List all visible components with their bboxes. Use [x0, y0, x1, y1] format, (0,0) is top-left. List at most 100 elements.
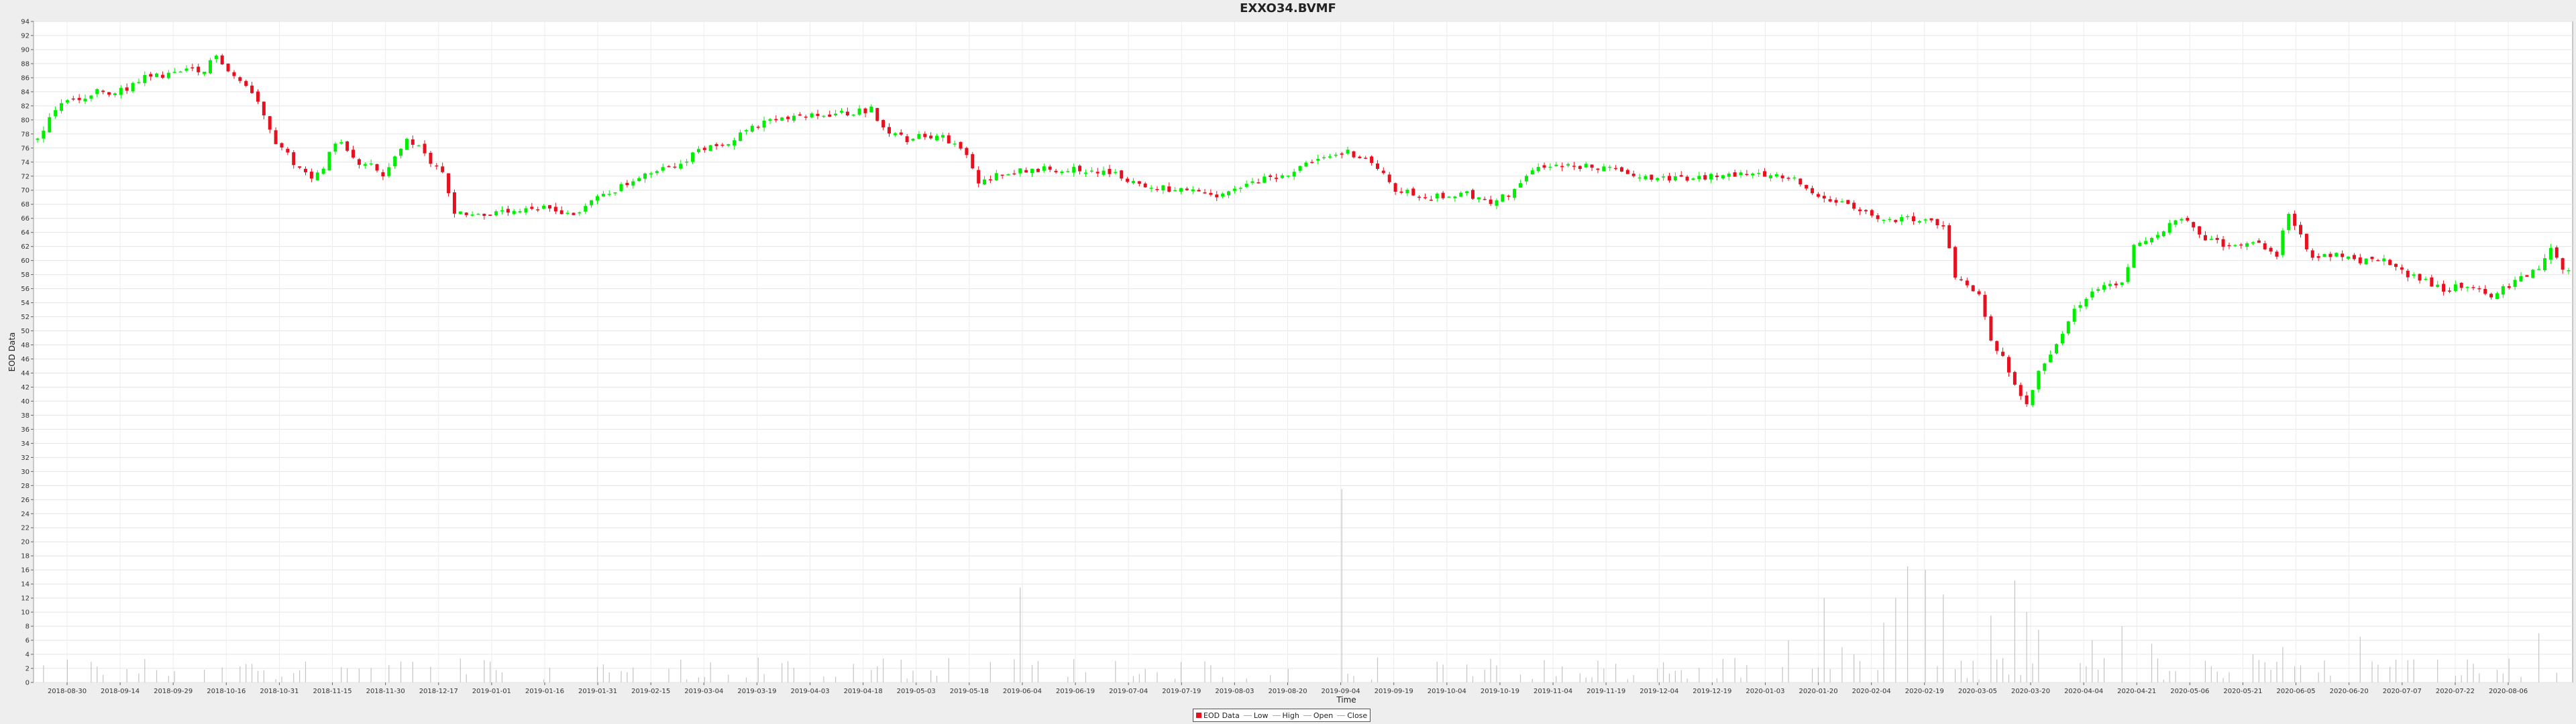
candle-body-down [381, 172, 385, 177]
candle-body-down [553, 206, 557, 212]
x-tick-label: 2020-04-21 [2117, 688, 2156, 695]
candle-body-up [1173, 190, 1177, 192]
candle-body-down [1667, 176, 1671, 181]
candle-body-down [863, 108, 867, 113]
candle-body-up [1888, 219, 1892, 221]
candle-body-up [1566, 164, 1570, 166]
y-tick-label: 78 [21, 131, 30, 138]
candle-body-down [2328, 253, 2332, 257]
candle-body-down [375, 164, 379, 171]
candle-body-up [2072, 308, 2076, 322]
candle-body-down [1805, 184, 1809, 189]
candle-body-up [1131, 180, 1135, 184]
candle-body-up [1102, 170, 1106, 175]
legend-item-low: Low [1243, 711, 1269, 720]
candle-body-down [1596, 168, 1600, 170]
candle-body-up [2424, 278, 2428, 280]
candle-body-up [2055, 344, 2059, 354]
x-tick-label: 2019-03-19 [737, 688, 776, 695]
x-tick-label: 2018-11-15 [313, 688, 352, 695]
candle-body-down [1340, 153, 1344, 155]
legend-label-close: Close [1347, 711, 1368, 720]
candle-body-up [405, 138, 409, 150]
candle-body-down [429, 152, 433, 164]
candle-body-up [595, 196, 599, 200]
candle-body-up [131, 82, 135, 92]
candle-body-up [578, 212, 582, 214]
candle-body-up [2049, 354, 2053, 363]
candle-body-up [1656, 178, 1660, 180]
candle-body-up [917, 133, 921, 139]
candle-body-down [947, 135, 951, 143]
candle-body-down [1411, 188, 1415, 196]
candle-body-down [1542, 165, 1546, 168]
candle-body-down [1799, 178, 1803, 185]
y-tick-label: 94 [21, 19, 30, 26]
candle-body-up [739, 132, 743, 141]
candle-body-down [965, 147, 969, 156]
candle-body-down [881, 120, 885, 128]
candle-body-down [1143, 183, 1147, 188]
y-tick-label: 62 [21, 243, 30, 251]
candle-body-down [1399, 191, 1403, 193]
candle-body-up [542, 205, 546, 209]
x-tick-label: 2020-05-06 [2170, 688, 2209, 695]
candle-body-up [1727, 173, 1731, 177]
candle-body-down [1155, 188, 1159, 190]
candle-body-up [2347, 256, 2351, 259]
candle-body-up [60, 103, 64, 111]
candle-body-down [2442, 284, 2446, 292]
candle-body-up [810, 113, 814, 117]
candle-body-up [1018, 168, 1022, 174]
candle-body-down [1560, 166, 1564, 168]
candle-body-down [2561, 258, 2565, 270]
candle-body-up [2090, 291, 2094, 298]
candle-body-down [2352, 255, 2356, 259]
x-tick-label: 2019-02-15 [631, 688, 670, 695]
candle-body-up [607, 194, 611, 195]
candle-body-down [929, 135, 933, 139]
x-tick-label: 2019-11-04 [1534, 688, 1572, 695]
candle-body-down [2304, 233, 2308, 249]
legend-item-close: Close [1337, 711, 1367, 720]
y-tick-label: 80 [21, 117, 30, 124]
candle-body-down [2019, 385, 2023, 396]
candle-body-up [2161, 231, 2165, 237]
x-tick-label: 2019-03-04 [684, 688, 723, 695]
candle-body-down [292, 152, 296, 166]
candle-body-up [1072, 166, 1076, 173]
candle-body-up [2537, 269, 2541, 270]
candle-body-up [1227, 191, 1231, 196]
y-tick-label: 12 [21, 595, 30, 603]
candle-body-down [2507, 286, 2511, 288]
candle-body-up [2155, 235, 2159, 238]
candle-body-up [95, 89, 99, 95]
candle-body-down [71, 98, 75, 100]
candle-body-up [601, 194, 605, 196]
candle-body-down [1417, 196, 1421, 198]
candle-body-up [2531, 269, 2535, 278]
y-tick-label: 52 [21, 314, 30, 321]
candle-body-up [2060, 333, 2064, 344]
candle-body-up [89, 95, 93, 99]
candle-body-down [1381, 170, 1385, 174]
x-axis: 2018-08-30 2018-09-14 2018-09-29 2018-10-16… [48, 682, 2528, 695]
candle-body-up [1757, 172, 1761, 174]
candle-body-up [42, 130, 46, 139]
candle-body-down [1036, 168, 1040, 172]
candle-body-down [149, 74, 153, 77]
candle-body-up [1304, 162, 1308, 167]
x-tick-label: 2020-07-22 [2436, 688, 2475, 695]
candle-body-down [1126, 178, 1130, 182]
candle-body-down [1977, 291, 1981, 294]
candle-body-up [1840, 201, 1844, 202]
candle-body-up [2519, 276, 2523, 282]
candle-body-up [1149, 188, 1153, 189]
candle-body-up [2132, 245, 2136, 268]
candle-body-down [2275, 251, 2279, 257]
candle-body-down [1375, 163, 1379, 169]
candle-body-down [1167, 186, 1171, 192]
candle-body-down [1256, 182, 1260, 184]
candle-body-down [1846, 200, 1850, 204]
candle-body-down [2114, 284, 2118, 286]
